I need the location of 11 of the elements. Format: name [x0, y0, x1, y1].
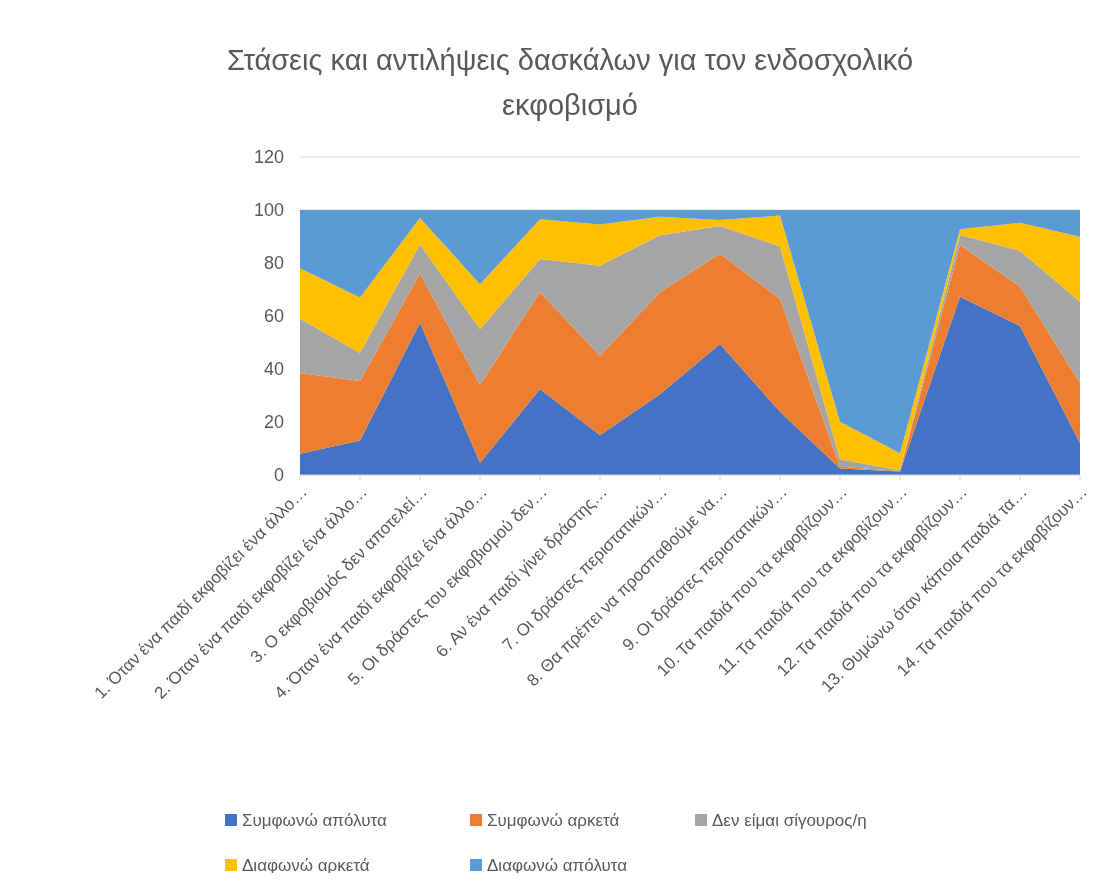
legend-label: Δεν είμαι σίγουρος/η [712, 810, 867, 830]
legend-label: Συμφωνώ απόλυτα [242, 810, 387, 830]
y-tick-label: 120 [253, 147, 284, 168]
y-tick-label: 60 [263, 306, 284, 327]
y-tick-label: 100 [253, 200, 284, 221]
y-tick-label: 0 [273, 465, 284, 486]
y-tick-label: 80 [263, 253, 284, 274]
y-tick-label: 40 [263, 359, 284, 380]
y-tick-label: 20 [263, 412, 284, 433]
legend-label: Συμφωνώ αρκετά [487, 810, 620, 830]
chart-title: Στάσεις και αντιλήψεις δασκάλων για τον ενδοσχολικό εκφοβισμό [226, 44, 914, 121]
